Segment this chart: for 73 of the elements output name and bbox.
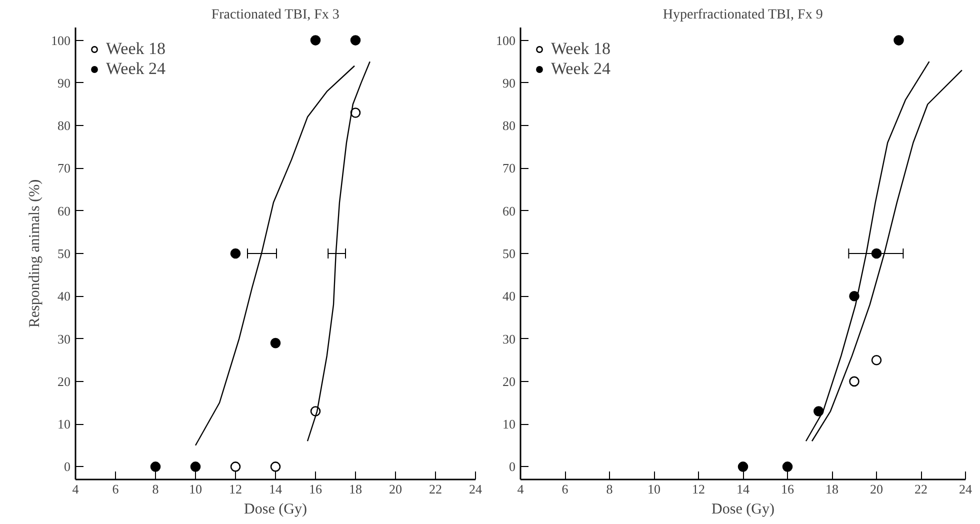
point: [849, 376, 860, 387]
y-axis-title: Responding animals (%): [27, 179, 43, 328]
x-tick-label: 8: [606, 482, 613, 496]
point: [190, 462, 201, 472]
y-tick-label: 50: [502, 246, 516, 261]
y-tick-label: 0: [509, 459, 516, 474]
x-axis-title: Dose (Gy): [244, 502, 307, 518]
y-tick-label: 20: [58, 374, 70, 389]
x-tick-label: 20: [389, 482, 402, 496]
legend-label: Week 24: [551, 59, 611, 79]
x-tick-label: 14: [269, 482, 282, 496]
x-tick-label: 12: [692, 482, 705, 496]
x-tick-label: 6: [562, 482, 569, 496]
y-tick-label: 40: [502, 288, 516, 304]
point: [270, 462, 281, 472]
x-tick-label: 16: [781, 482, 794, 496]
x-tick-label: 16: [309, 482, 322, 496]
point: [782, 462, 793, 472]
point: [230, 462, 241, 472]
y-tick-label: 70: [58, 160, 70, 176]
line-series: [306, 61, 370, 442]
point: [270, 338, 281, 348]
y-tick-label: 80: [502, 118, 516, 134]
chart-title: Hyperfractionated TBI, Fx 9: [662, 8, 823, 22]
y-tick-label: 10: [58, 416, 70, 432]
point: [150, 462, 161, 472]
point: [230, 248, 241, 259]
point: [350, 108, 361, 118]
y-tick-label: 100: [51, 32, 70, 48]
point: [310, 35, 321, 46]
y-tick-label: 70: [502, 160, 516, 176]
x-tick-label: 18: [826, 482, 838, 496]
x-tick-label: 24: [469, 482, 482, 496]
line-series: [805, 61, 930, 442]
x-tick-label: 20: [870, 482, 883, 496]
point: [894, 35, 904, 46]
legend-label: Week 24: [106, 59, 166, 79]
point: [350, 35, 361, 46]
y-tick-label: 30: [502, 331, 516, 346]
x-tick-label: 24: [959, 482, 972, 496]
legend-label: Week 18: [106, 39, 166, 59]
x-tick-label: 22: [429, 482, 442, 496]
x-tick-label: 4: [517, 482, 524, 496]
legend-label: Week 18: [551, 39, 611, 59]
y-tick-label: 20: [502, 374, 516, 389]
x-tick-label: 14: [736, 482, 750, 496]
y-tick-label: 0: [64, 459, 70, 474]
y-tick-label: 10: [502, 416, 516, 432]
y-tick-label: 50: [58, 246, 70, 261]
x-tick-label: 12: [229, 482, 242, 496]
x-tick-label: 8: [152, 482, 159, 496]
point: [814, 406, 824, 416]
line-series: [194, 65, 356, 446]
y-tick-label: 30: [58, 331, 70, 346]
x-tick-label: 18: [349, 482, 362, 496]
y-tick-label: 100: [496, 32, 516, 48]
point: [871, 248, 882, 259]
point: [871, 354, 882, 366]
x-tick-label: 6: [112, 482, 120, 496]
y-tick-label: 80: [58, 118, 70, 134]
x-tick-label: 10: [189, 482, 202, 496]
y-tick-label: 60: [58, 203, 70, 218]
point: [738, 462, 748, 472]
x-tick-label: 4: [72, 482, 80, 496]
x-tick-label: 22: [914, 482, 928, 496]
x-tick-label: 10: [648, 482, 660, 496]
y-tick-label: 60: [502, 203, 516, 218]
chart-title: Fractionated TBI, Fx 3: [211, 8, 340, 22]
y-tick-label: 40: [58, 288, 70, 304]
x-axis-title: Dose (Gy): [712, 502, 774, 518]
y-tick-label: 90: [58, 75, 70, 90]
line-series: [811, 70, 963, 442]
y-tick-label: 90: [502, 75, 516, 90]
